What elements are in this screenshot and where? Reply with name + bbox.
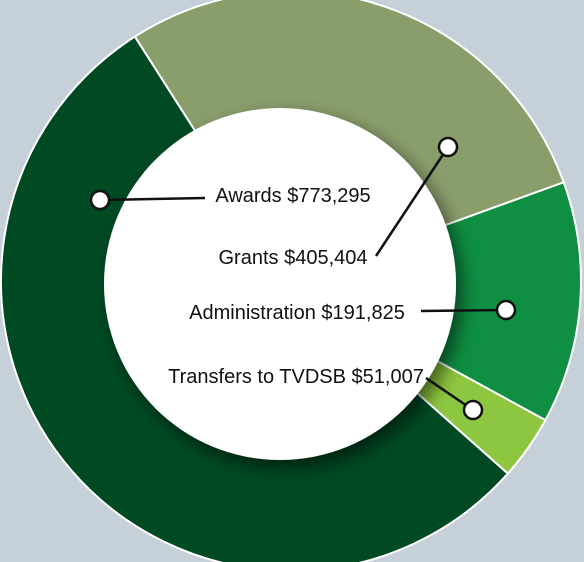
data-label: Grants $405,404 [218, 247, 367, 269]
category-name: Awards [215, 185, 281, 207]
data-label: Administration $191,825 [189, 302, 405, 324]
value-label: $405,404 [284, 247, 367, 269]
label-dot [89, 189, 111, 211]
leader-line [374, 146, 450, 257]
label-dot [462, 399, 484, 421]
label-dot [437, 136, 459, 158]
data-label: Transfers to TVDSB $51,007 [168, 366, 424, 388]
value-label: $773,295 [287, 185, 370, 207]
leader-line [99, 196, 206, 202]
value-label: $191,825 [321, 302, 404, 324]
leader-line [420, 308, 507, 313]
donut-hole [104, 108, 456, 460]
data-label: Awards $773,295 [215, 185, 370, 207]
labels: Awards $773,295 Grants $405,404 Administra… [89, 136, 517, 421]
category-name: Transfers to TVDSB [168, 366, 346, 388]
value-label: $51,007 [352, 366, 424, 388]
category-name: Administration [189, 302, 316, 324]
label-dot [495, 299, 517, 321]
category-name: Grants [218, 247, 278, 269]
